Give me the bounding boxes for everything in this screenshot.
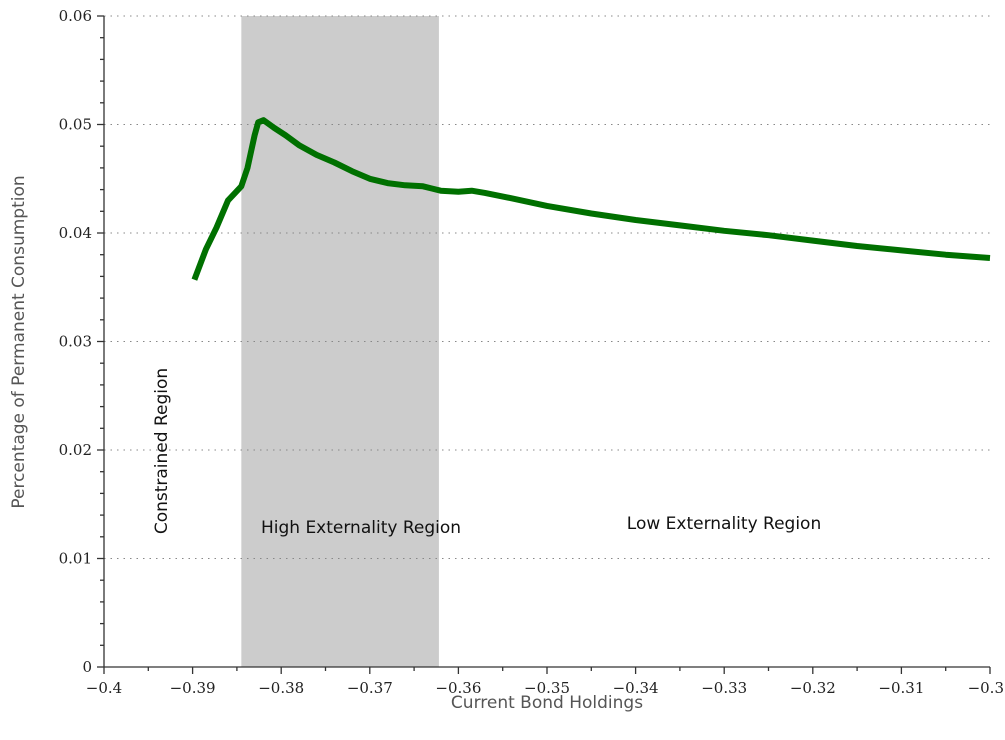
y-axis-title: Percentage of Permanent Consumption: [9, 175, 29, 508]
high-externality-shading: [241, 16, 439, 667]
annotation-high-externality-region: High Externality Region: [261, 518, 461, 538]
x-tick-label: −0.36: [435, 679, 481, 697]
x-axis-title: Current Bond Holdings: [451, 693, 643, 713]
x-tick-label: −0.32: [790, 679, 836, 697]
x-tick-label: −0.34: [613, 679, 659, 697]
series-line-0: [191, 117, 991, 281]
x-tick-label: −0.3: [968, 679, 1004, 697]
x-tick-label: −0.37: [347, 679, 393, 697]
grid-lines: [104, 15, 990, 559]
y-tick-label: 0.02: [59, 441, 92, 459]
y-tick-label: 0.01: [59, 550, 92, 568]
x-tick-label: −0.38: [258, 679, 304, 697]
y-tick-label: 0: [82, 658, 92, 676]
y-tick-label: 0.03: [59, 333, 92, 351]
series-layer: [191, 117, 991, 281]
y-tick-label: 0.06: [59, 7, 92, 25]
x-tick-label: −0.33: [701, 679, 747, 697]
x-tick-label: −0.31: [878, 679, 924, 697]
x-tick-label: −0.4: [86, 679, 122, 697]
y-tick-label: 0.04: [59, 224, 92, 242]
tick-labels: 0 0.01 0.02 0.03 0.04 0.05 0.06 −0.4 −0.39 −0.38 −…: [59, 7, 1004, 697]
axes: [97, 15, 991, 674]
x-tick-label: −0.39: [170, 679, 216, 697]
annotation-constrained-region: Constrained Region: [152, 368, 172, 534]
x-tick-label: −0.35: [524, 679, 570, 697]
y-tick-label: 0.05: [59, 116, 92, 134]
high-externality-region-band: [241, 16, 439, 667]
annotation-low-externality-region: Low Externality Region: [627, 514, 821, 534]
